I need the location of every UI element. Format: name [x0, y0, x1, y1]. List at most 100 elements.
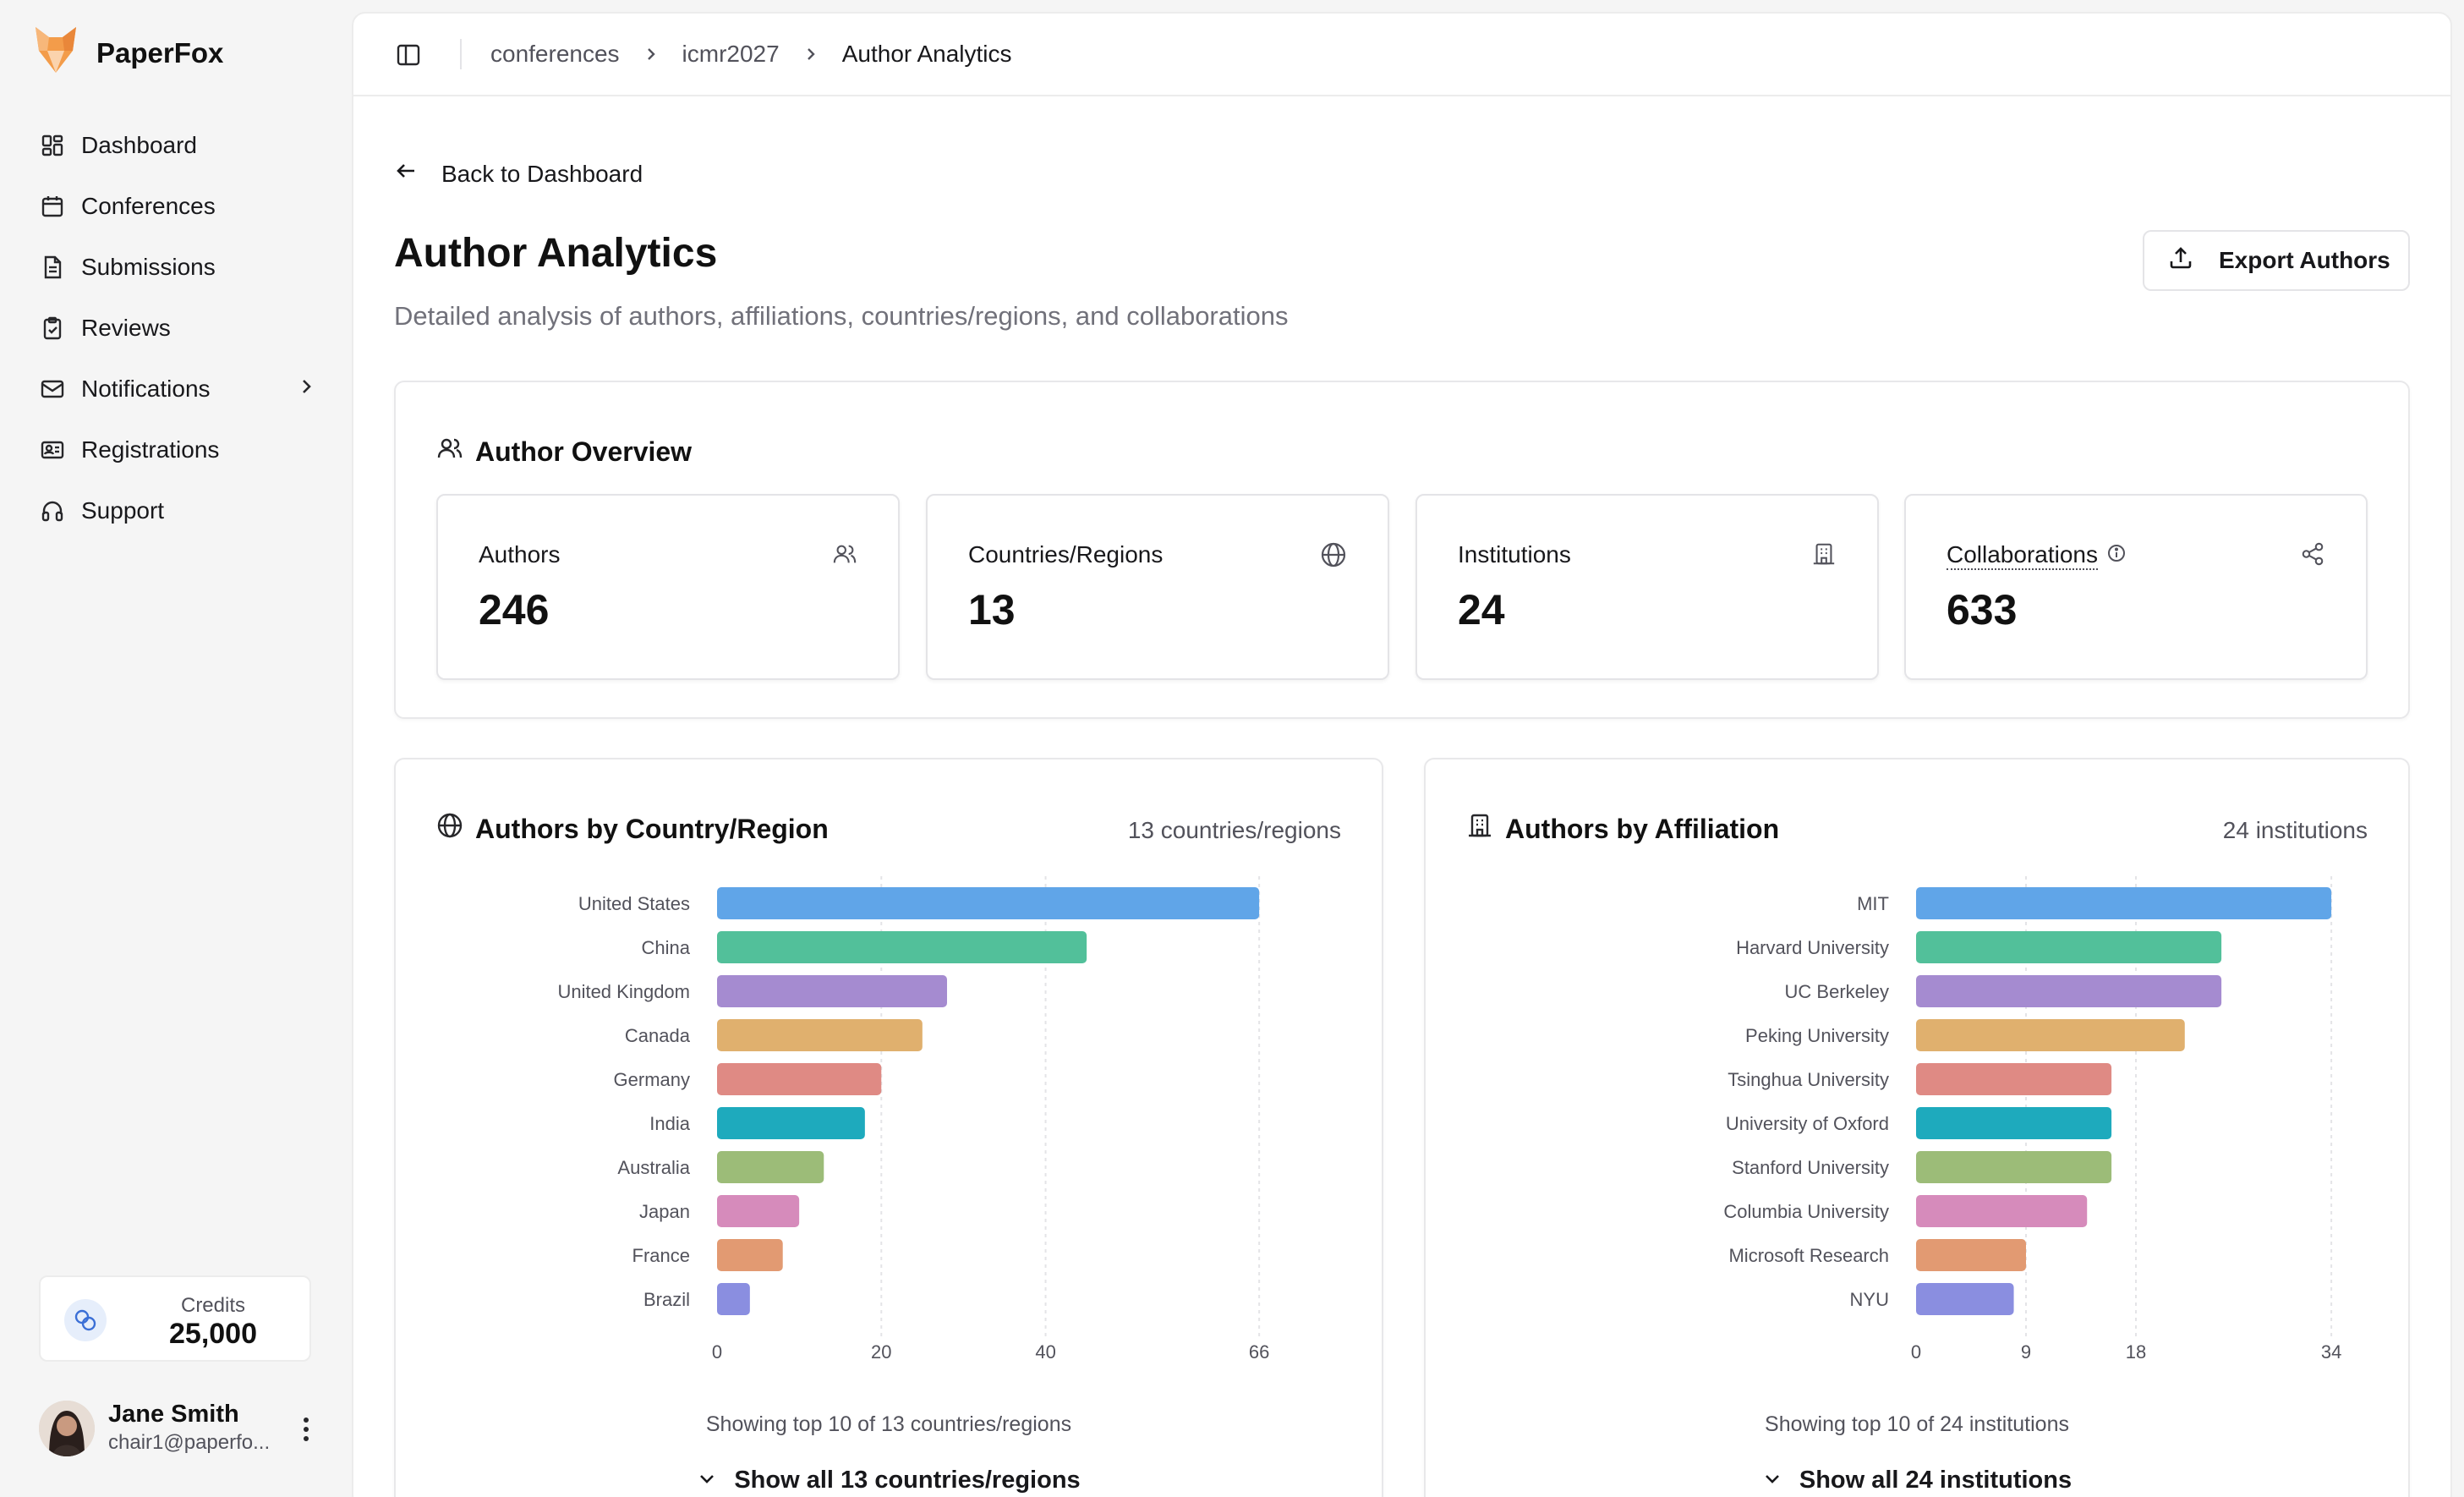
- avatar: [39, 1401, 95, 1456]
- sidebar-nav: Dashboard Conferences Submissions Review…: [39, 115, 315, 541]
- sidebar-item-submissions[interactable]: Submissions: [39, 237, 315, 298]
- stat-value: 13: [968, 586, 1016, 633]
- x-tick-label: 34: [2321, 1341, 2341, 1363]
- show-all-label: Show all 24 institutions: [1799, 1467, 2072, 1494]
- credits-value: 25,000: [169, 1318, 257, 1350]
- sidebar-item-label: Conferences: [81, 193, 216, 219]
- bar: [1916, 931, 2222, 963]
- bar: [1916, 975, 2222, 1007]
- sidebar-item-conferences[interactable]: Conferences: [39, 176, 315, 237]
- bar: [717, 887, 1260, 919]
- sidebar-item-notifications[interactable]: Notifications: [39, 359, 315, 419]
- bar: [717, 1195, 800, 1227]
- sidebar-item-label: Reviews: [81, 315, 171, 341]
- back-to-dashboard-link[interactable]: Back to Dashboard: [394, 159, 643, 189]
- page-title: Author Analytics: [394, 231, 718, 276]
- sidebar-item-registrations[interactable]: Registrations: [39, 419, 315, 480]
- coins-icon: [64, 1299, 107, 1341]
- users-icon: [436, 435, 463, 469]
- arrow-left-icon: [394, 159, 418, 189]
- x-tick-label: 9: [2021, 1341, 2031, 1363]
- brand[interactable]: PaperFox: [34, 25, 223, 80]
- category-label: France: [632, 1245, 690, 1266]
- x-tick-label: 18: [2126, 1341, 2146, 1363]
- sidebar-item-reviews[interactable]: Reviews: [39, 298, 315, 359]
- category-label: United Kingdom: [557, 981, 690, 1002]
- user-email: chair1@paperfo...: [108, 1431, 271, 1454]
- upload-icon: [2168, 245, 2193, 277]
- category-label: Japan: [639, 1201, 690, 1222]
- user-profile[interactable]: Jane Smith chair1@paperfo...: [39, 1401, 315, 1456]
- stat-label-collaborations[interactable]: Collaborations: [1947, 541, 2127, 570]
- category-label: Columbia University: [1723, 1201, 1889, 1222]
- stat-label: Countries/Regions: [968, 541, 1164, 568]
- id-card-icon: [39, 436, 66, 463]
- category-label: NYU: [1850, 1289, 1889, 1310]
- category-label: United States: [578, 893, 690, 914]
- sidebar: PaperFox Dashboard Conferences Submissio…: [0, 0, 352, 1497]
- users-icon: [832, 541, 857, 571]
- category-label: MIT: [1857, 893, 1889, 914]
- bar: [1916, 1239, 2026, 1271]
- show-all-label: Show all 13 countries/regions: [734, 1467, 1081, 1494]
- breadcrumb-current: Author Analytics: [841, 41, 1012, 67]
- sidebar-toggle-icon[interactable]: [396, 42, 421, 72]
- x-tick-label: 20: [871, 1341, 891, 1363]
- sidebar-item-support[interactable]: Support: [39, 480, 315, 541]
- stat-card-countries: Countries/Regions 13: [926, 494, 1389, 680]
- stat-value: 633: [1947, 586, 2018, 633]
- stat-value: 246: [479, 586, 550, 633]
- bar: [717, 1019, 923, 1051]
- x-tick-label: 66: [1249, 1341, 1269, 1363]
- chevron-right-icon: [805, 46, 817, 63]
- stat-label: Institutions: [1458, 541, 1571, 568]
- country-chart-title: Authors by Country/Region: [475, 813, 829, 844]
- bar: [1916, 1283, 2014, 1315]
- stat-label: Authors: [479, 541, 561, 568]
- dashboard-icon: [39, 132, 66, 159]
- chevron-right-icon[interactable]: [298, 376, 315, 403]
- headphones-icon: [39, 497, 66, 524]
- info-icon[interactable]: [2106, 542, 2127, 569]
- app-name: PaperFox: [96, 36, 224, 69]
- credits-panel[interactable]: Credits 25,000: [39, 1275, 311, 1362]
- sidebar-item-label: Submissions: [81, 254, 216, 280]
- chevron-down-icon: [697, 1467, 717, 1494]
- category-label: University of Oxford: [1726, 1113, 1889, 1134]
- show-all-institutions-button[interactable]: Show all 24 institutions: [1426, 1467, 2408, 1494]
- bar: [1916, 1195, 2088, 1227]
- stat-value: 24: [1458, 586, 1505, 633]
- institution-count: 24 institutions: [2222, 817, 2368, 843]
- category-label: India: [649, 1113, 690, 1134]
- more-vertical-icon[interactable]: [298, 1412, 315, 1446]
- category-label: Germany: [614, 1069, 690, 1090]
- author-overview-card: Author Overview Authors 246 Countries/Re…: [394, 381, 2410, 719]
- category-label: China: [642, 937, 691, 958]
- bar: [717, 931, 1087, 963]
- bar: [1916, 1107, 2112, 1139]
- export-label: Export Authors: [2219, 247, 2390, 273]
- affiliation-chart-card: Authors by Affiliation 24 institutions 0…: [1424, 758, 2410, 1497]
- sidebar-item-dashboard[interactable]: Dashboard: [39, 115, 315, 176]
- breadcrumb-link-icmr2027[interactable]: icmr2027: [682, 41, 780, 67]
- category-label: Australia: [617, 1157, 690, 1178]
- affiliation-showing-text: Showing top 10 of 24 institutions: [1765, 1412, 2069, 1436]
- breadcrumb-link-conferences[interactable]: conferences: [490, 41, 620, 67]
- country-chart-header: Authors by Country/Region: [436, 812, 829, 846]
- show-all-countries-button[interactable]: Show all 13 countries/regions: [396, 1467, 1382, 1494]
- chevron-right-icon: [645, 46, 657, 63]
- main-panel: conferences icmr2027 Author Analytics Ba…: [352, 12, 2452, 1497]
- bar: [1916, 1019, 2185, 1051]
- category-label: Microsoft Research: [1728, 1245, 1889, 1266]
- country-chart-card: Authors by Country/Region 13 countries/r…: [394, 758, 1383, 1497]
- export-authors-button[interactable]: Export Authors: [2143, 230, 2410, 291]
- category-label: Peking University: [1745, 1025, 1889, 1046]
- share-icon: [2300, 541, 2325, 571]
- building-icon: [1811, 541, 1837, 571]
- bar: [1916, 887, 2332, 919]
- topbar: conferences icmr2027 Author Analytics: [353, 14, 2450, 96]
- breadcrumb: conferences icmr2027 Author Analytics: [490, 41, 1012, 68]
- stat-label: Collaborations: [1947, 541, 2098, 570]
- stat-card-collaborations: Collaborations 633: [1904, 494, 2368, 680]
- divider: [460, 39, 462, 69]
